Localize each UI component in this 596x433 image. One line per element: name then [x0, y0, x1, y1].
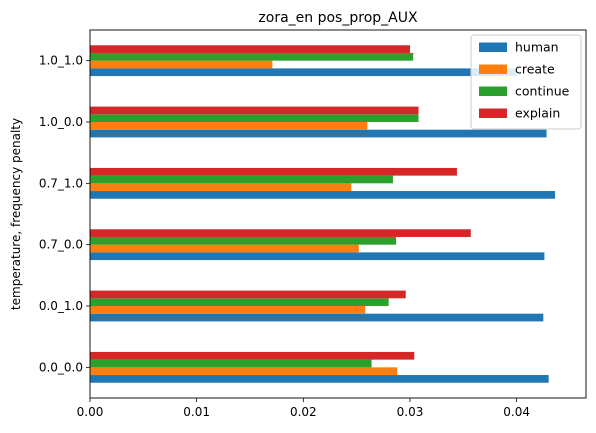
- legend-swatch-explain: [479, 108, 507, 118]
- legend-swatch-human: [479, 42, 507, 52]
- bar-human-0.7_1.0: [90, 191, 556, 199]
- bar-create-0.7_1.0: [90, 183, 352, 192]
- bar-explain-1.0_0.0: [90, 106, 419, 115]
- bar-create-1.0_1.0: [90, 60, 273, 69]
- bar-continue-0.7_1.0: [90, 175, 393, 184]
- y-tick-label: 1.0_1.0: [39, 54, 83, 68]
- bars-layer: [90, 45, 556, 383]
- y-axis-label: temperature, frequency penalty: [9, 118, 23, 310]
- legend-swatch-continue: [479, 86, 507, 96]
- legend-label-human: human: [515, 40, 559, 55]
- legend: human create continue explain: [470, 34, 582, 130]
- bar-create-0.0_1.0: [90, 306, 366, 314]
- legend-label-continue: continue: [515, 84, 570, 99]
- x-tick-label: 0.01: [183, 405, 210, 419]
- bar-human-1.0_0.0: [90, 129, 547, 138]
- bar-continue-1.0_1.0: [90, 52, 414, 61]
- bar-human-0.0_0.0: [90, 375, 549, 383]
- x-tick-label: 0.00: [77, 405, 104, 419]
- bar-explain-1.0_1.0: [90, 45, 410, 53]
- bar-continue-0.0_0.0: [90, 359, 372, 368]
- plot-frame: [89, 29, 587, 399]
- legend-label-create: create: [515, 62, 555, 77]
- bar-explain-0.0_1.0: [90, 290, 406, 299]
- bar-explain-0.7_1.0: [90, 167, 457, 176]
- bar-human-0.0_1.0: [90, 313, 544, 322]
- bar-continue-0.7_0.0: [90, 236, 397, 245]
- bar-continue-1.0_0.0: [90, 114, 419, 122]
- chart-title: zora_en pos_prop_AUX: [258, 10, 418, 26]
- bar-human-1.0_1.0: [90, 68, 517, 77]
- bar-explain-0.7_0.0: [90, 229, 471, 237]
- legend-label-explain: explain: [515, 106, 560, 121]
- legend-box: [470, 34, 582, 130]
- y-tick-label: 1.0_0.0: [39, 115, 83, 129]
- y-tick-label: 0.7_1.0: [39, 176, 83, 190]
- bar-human-0.7_0.0: [90, 252, 545, 261]
- bar-create-1.0_0.0: [90, 122, 368, 130]
- bar-create-0.7_0.0: [90, 244, 359, 253]
- y-tick-label: 0.0_1.0: [39, 299, 83, 313]
- x-tick-label: 0.03: [397, 405, 424, 419]
- bar-continue-0.0_1.0: [90, 298, 389, 306]
- x-tick-label: 0.02: [290, 405, 317, 419]
- y-tick-label: 0.0_0.0: [39, 360, 83, 374]
- y-tick-label: 0.7_0.0: [39, 238, 83, 252]
- x-tick-label: 0.04: [503, 405, 530, 419]
- ticks-layer: 0.0_0.0 0.0_1.0 0.7_0.0 0.7_1.0 1.0_0.0 1.0_1…: [39, 54, 530, 419]
- bar-explain-0.0_0.0: [90, 351, 415, 360]
- legend-swatch-create: [479, 64, 507, 74]
- bar-create-0.0_0.0: [90, 367, 398, 376]
